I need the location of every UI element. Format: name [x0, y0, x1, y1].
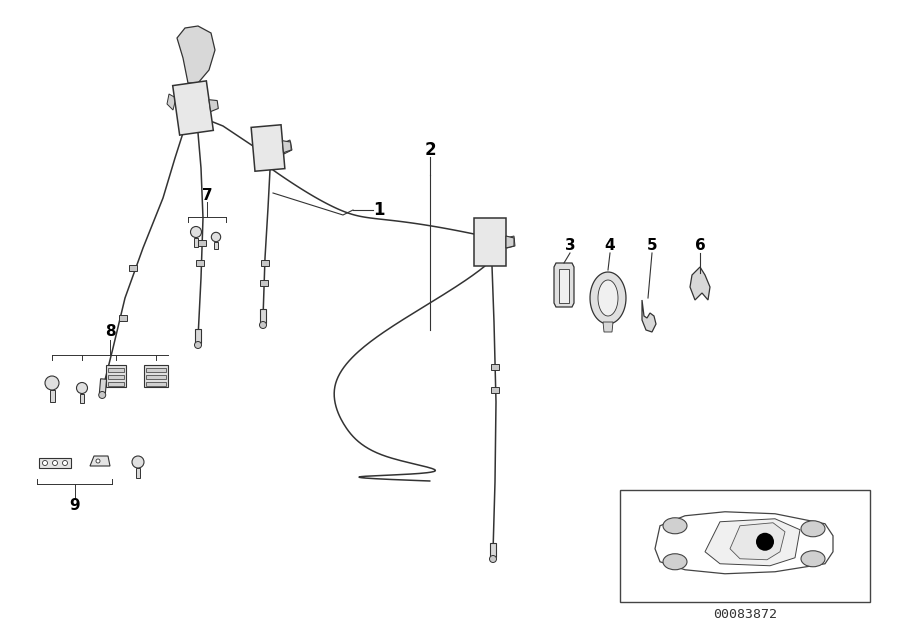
Polygon shape: [90, 456, 110, 466]
Polygon shape: [195, 329, 201, 343]
Bar: [144, 365, 168, 387]
Circle shape: [259, 322, 266, 329]
Bar: [108, 382, 124, 386]
Text: 6: 6: [695, 237, 706, 252]
Bar: [129, 265, 137, 271]
Circle shape: [212, 232, 220, 242]
Bar: [106, 365, 126, 387]
Text: 3: 3: [564, 237, 575, 252]
Polygon shape: [167, 94, 176, 110]
Polygon shape: [177, 26, 215, 83]
Polygon shape: [690, 267, 710, 300]
Circle shape: [132, 456, 144, 468]
Bar: [198, 240, 206, 246]
Polygon shape: [209, 100, 219, 111]
Circle shape: [76, 382, 87, 394]
Bar: [559, 269, 569, 303]
Text: 8: 8: [104, 324, 115, 340]
Polygon shape: [490, 543, 496, 557]
Bar: [196, 260, 204, 266]
Bar: [620, 490, 870, 602]
Bar: [119, 315, 127, 321]
Text: 1: 1: [374, 201, 385, 219]
Bar: [136, 468, 140, 478]
Polygon shape: [99, 379, 106, 393]
Polygon shape: [506, 236, 515, 248]
Bar: [491, 387, 499, 393]
Bar: [39, 458, 71, 468]
Polygon shape: [474, 218, 506, 266]
Bar: [80, 394, 84, 403]
Text: 2: 2: [424, 141, 436, 159]
Bar: [194, 237, 198, 247]
Polygon shape: [506, 236, 514, 248]
Bar: [108, 375, 124, 379]
Bar: [491, 364, 499, 370]
Circle shape: [194, 342, 202, 349]
Circle shape: [45, 376, 59, 390]
Bar: [260, 280, 268, 286]
Bar: [214, 242, 218, 249]
Polygon shape: [283, 141, 292, 153]
Bar: [146, 375, 166, 379]
Polygon shape: [260, 309, 266, 323]
Bar: [261, 260, 269, 266]
Polygon shape: [251, 125, 285, 171]
Ellipse shape: [801, 551, 825, 567]
Ellipse shape: [663, 518, 687, 534]
Circle shape: [62, 460, 68, 466]
Circle shape: [52, 460, 58, 466]
Circle shape: [191, 226, 202, 237]
Bar: [108, 368, 124, 372]
Circle shape: [42, 460, 48, 466]
Polygon shape: [730, 523, 785, 560]
Polygon shape: [590, 272, 626, 324]
Polygon shape: [603, 322, 613, 332]
Polygon shape: [283, 140, 292, 154]
Text: 00083872: 00083872: [713, 609, 777, 621]
Circle shape: [99, 392, 105, 399]
Text: 9: 9: [69, 499, 80, 513]
Text: 7: 7: [202, 188, 212, 202]
Polygon shape: [173, 81, 213, 135]
Ellipse shape: [801, 521, 825, 537]
Polygon shape: [655, 512, 833, 574]
Text: 5: 5: [647, 237, 657, 252]
Polygon shape: [642, 300, 656, 332]
Circle shape: [96, 459, 100, 463]
Bar: [50, 390, 55, 402]
Ellipse shape: [663, 554, 687, 570]
Text: 4: 4: [605, 237, 616, 252]
Polygon shape: [554, 263, 574, 307]
Polygon shape: [598, 280, 618, 316]
Circle shape: [490, 555, 497, 562]
Bar: [146, 382, 166, 386]
Polygon shape: [705, 519, 800, 566]
Bar: [146, 368, 166, 372]
Circle shape: [756, 533, 774, 551]
